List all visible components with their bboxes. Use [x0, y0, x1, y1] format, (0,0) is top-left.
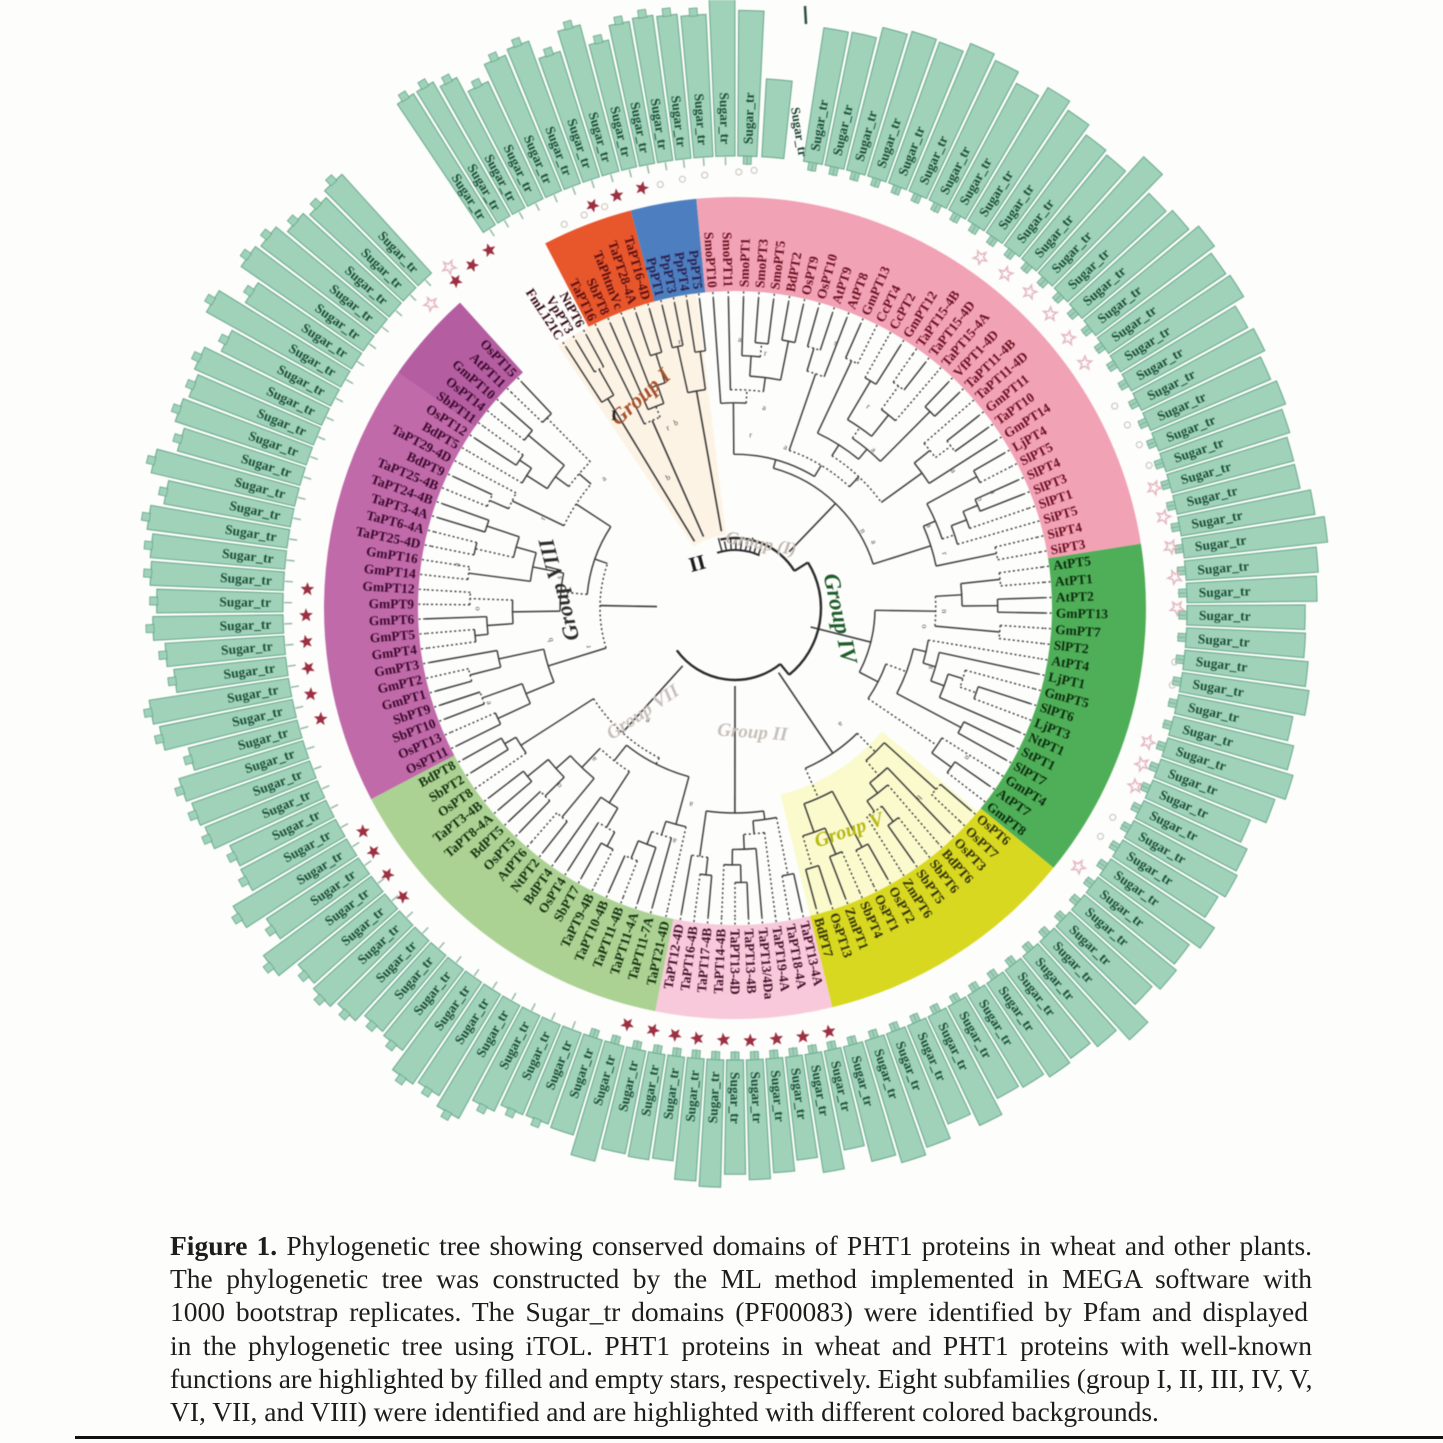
svg-text:b: b	[546, 637, 556, 643]
svg-text:AtPT4: AtPT4	[1050, 653, 1090, 674]
svg-text:I: I	[611, 408, 617, 424]
svg-text:b: b	[664, 473, 672, 483]
svg-text:s: s	[554, 575, 563, 580]
svg-text:SmoPT1: SmoPT1	[736, 238, 752, 288]
svg-text:r: r	[538, 515, 547, 521]
svg-text:Sugar_tr: Sugar_tr	[728, 1072, 743, 1124]
svg-text:Sugar_tr: Sugar_tr	[1195, 654, 1248, 675]
svg-text:a: a	[688, 800, 694, 810]
svg-text:n: n	[940, 609, 949, 613]
svg-text:Group II: Group II	[717, 720, 789, 746]
svg-text:o: o	[555, 781, 564, 790]
svg-text:n: n	[963, 754, 973, 762]
svg-text:r: r	[665, 423, 671, 432]
svg-text:a: a	[762, 403, 767, 412]
svg-text:Sugar_tr: Sugar_tr	[1194, 532, 1247, 554]
svg-text:Sugar_tr: Sugar_tr	[1197, 631, 1250, 649]
svg-text:a: a	[738, 335, 742, 344]
svg-text:b: b	[673, 418, 680, 428]
svg-text:b: b	[914, 793, 923, 802]
svg-text:Sugar_tr: Sugar_tr	[740, 92, 756, 144]
svg-text:II: II	[686, 550, 708, 577]
svg-text:Group VII: Group VII	[603, 680, 684, 744]
svg-text:AtPT5: AtPT5	[1052, 553, 1092, 573]
svg-text:Group VIII: Group VIII	[533, 535, 585, 644]
svg-text:Sugar_tr: Sugar_tr	[788, 106, 811, 158]
svg-text:TaPT13/4Da: TaPT13/4Da	[756, 927, 777, 1000]
svg-text:a: a	[589, 755, 598, 764]
svg-text:GmPT5: GmPT5	[369, 627, 416, 646]
svg-text:GmPT12: GmPT12	[362, 578, 415, 596]
svg-text:Sugar_tr: Sugar_tr	[1197, 558, 1250, 577]
svg-text:a: a	[869, 445, 878, 454]
svg-text:r: r	[583, 644, 592, 649]
svg-text:o: o	[472, 607, 481, 611]
svg-text:GmPT9: GmPT9	[369, 596, 415, 612]
svg-text:e: e	[483, 699, 493, 706]
svg-text:r: r	[940, 551, 949, 556]
svg-text:o: o	[920, 624, 929, 629]
svg-text:s: s	[927, 665, 937, 671]
svg-text:a: a	[452, 562, 461, 567]
svg-text:Sugar_tr: Sugar_tr	[705, 1071, 722, 1123]
svg-text:a: a	[924, 522, 934, 529]
svg-text:Sugar_tr: Sugar_tr	[1198, 583, 1250, 600]
svg-text:SmoPT5: SmoPT5	[767, 240, 788, 291]
svg-text:Group (I): Group (I)	[724, 527, 798, 560]
svg-text:Sugar_tr: Sugar_tr	[220, 639, 273, 658]
svg-text:Sugar_tr: Sugar_tr	[768, 1070, 787, 1123]
svg-text:Sugar_tr: Sugar_tr	[219, 594, 271, 610]
svg-text:Sugar_tr: Sugar_tr	[717, 92, 733, 144]
svg-text:Sugar_tr: Sugar_tr	[660, 1067, 682, 1120]
svg-text:GmPT6: GmPT6	[369, 612, 415, 629]
svg-text:n: n	[858, 527, 868, 535]
svg-text:Sugar_tr: Sugar_tr	[223, 660, 276, 682]
svg-text:r: r	[865, 402, 872, 411]
svg-text:a: a	[949, 467, 959, 475]
svg-text:r: r	[764, 348, 768, 357]
svg-text:GmPT14: GmPT14	[363, 561, 417, 581]
svg-text:Sugar_tr: Sugar_tr	[668, 95, 689, 148]
svg-text:BdPT2: BdPT2	[783, 251, 805, 293]
svg-text:a: a	[988, 488, 998, 495]
svg-text:s: s	[833, 338, 839, 348]
svg-text:Sugar_tr: Sugar_tr	[1199, 608, 1251, 624]
svg-text:Sugar_tr: Sugar_tr	[221, 546, 274, 566]
svg-text:Sugar_tr: Sugar_tr	[788, 1067, 810, 1120]
svg-text:a: a	[836, 720, 845, 729]
svg-text:PpPT5: PpPT5	[686, 249, 705, 290]
svg-text:GmPT4: GmPT4	[371, 642, 418, 663]
svg-text:a: a	[599, 474, 608, 483]
svg-text:Sugar_tr: Sugar_tr	[683, 1070, 702, 1123]
svg-text:Sugar_tr: Sugar_tr	[220, 570, 273, 588]
svg-text:a: a	[671, 836, 677, 846]
svg-text:a: a	[783, 442, 789, 452]
svg-text:Group IV: Group IV	[819, 571, 863, 667]
svg-text:TaPT14-4B: TaPT14-4B	[711, 928, 729, 994]
svg-text:TaPT13-4B: TaPT13-4B	[742, 928, 760, 994]
svg-text:TaPT13-4D: TaPT13-4D	[728, 929, 743, 995]
svg-text:Sugar_tr: Sugar_tr	[692, 93, 711, 146]
svg-text:GmPT13: GmPT13	[1056, 606, 1109, 622]
svg-text:b: b	[975, 495, 985, 502]
svg-text:SmoPT10: SmoPT10	[701, 232, 720, 289]
svg-text:GmPT7: GmPT7	[1055, 622, 1102, 640]
svg-text:o: o	[853, 474, 862, 483]
svg-text:PpPT4: PpPT4	[672, 251, 693, 293]
svg-text:Sugar_tr: Sugar_tr	[219, 617, 271, 634]
svg-text:SmoPT11: SmoPT11	[720, 232, 736, 287]
svg-text:e: e	[643, 716, 652, 726]
svg-text:TaPT17-4B: TaPT17-4B	[694, 927, 715, 993]
svg-text:Sugar_tr: Sugar_tr	[748, 1071, 765, 1123]
svg-text:r: r	[749, 430, 753, 439]
svg-text:SlPT2: SlPT2	[1053, 637, 1090, 656]
svg-text:r: r	[677, 337, 682, 346]
svg-text:SmoPT3: SmoPT3	[752, 238, 771, 288]
svg-text:a: a	[869, 538, 879, 546]
svg-text:AtPT2: AtPT2	[1056, 589, 1095, 605]
svg-text:SiPT3: SiPT3	[1049, 536, 1086, 557]
svg-text:AtPT1: AtPT1	[1054, 571, 1093, 589]
